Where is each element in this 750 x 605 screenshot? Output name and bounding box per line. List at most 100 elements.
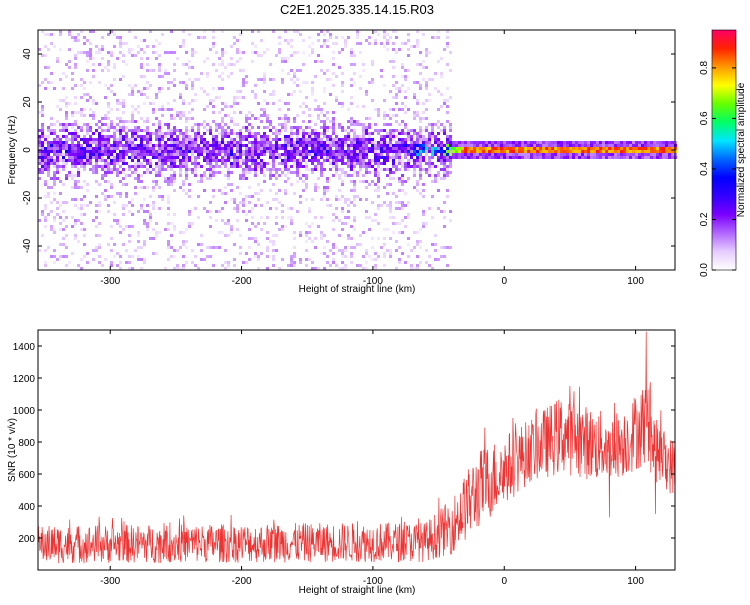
spectrogram-cell — [335, 153, 338, 156]
spectrogram-cell — [434, 150, 437, 153]
spectrogram-cell — [113, 78, 116, 81]
spectrogram-cell — [167, 102, 170, 105]
spectrogram-cell — [254, 174, 257, 177]
spectrogram-cell — [416, 162, 419, 165]
spectrogram-cell — [485, 150, 488, 153]
spectrogram-cell — [215, 171, 218, 174]
spectrogram-cell — [125, 261, 128, 264]
spectrogram-cell — [50, 201, 53, 204]
spectrogram-cell — [335, 246, 338, 249]
spectrogram-cell — [110, 108, 113, 111]
spectrogram-cell — [302, 174, 305, 177]
spectrogram-cell — [311, 48, 314, 51]
spectrogram-cell — [125, 249, 128, 252]
spectrogram-cell — [98, 183, 101, 186]
spectrogram-cell — [449, 171, 452, 174]
spectrogram-cell — [50, 210, 53, 213]
spectrogram-cell — [140, 180, 143, 183]
spectrogram-cell — [62, 153, 65, 156]
spectrogram-cell — [68, 174, 71, 177]
spectrogram-cell — [167, 198, 170, 201]
spectrogram-cell — [44, 87, 47, 90]
spectrogram-cell — [131, 147, 134, 150]
spectrogram-cell — [395, 267, 398, 270]
spectrogram-cell — [131, 267, 134, 270]
spectrogram-cell — [98, 261, 101, 264]
spectrogram-cell — [239, 156, 242, 159]
spectrogram-cell — [230, 105, 233, 108]
spectrogram-cell — [488, 153, 491, 156]
spectrogram-cell — [386, 39, 389, 42]
spectrogram-cell — [92, 117, 95, 120]
spectrogram-cell — [122, 156, 125, 159]
spectrogram-cell — [551, 150, 554, 153]
spectrogram-cell — [446, 195, 449, 198]
spectrogram-cell — [74, 222, 77, 225]
spectrogram-cell — [113, 129, 116, 132]
spectrogram-cell — [161, 159, 164, 162]
spectrogram-cell — [248, 171, 251, 174]
spectrogram-cell — [281, 228, 284, 231]
spectrogram-cell — [563, 153, 566, 156]
spectrogram-cell — [440, 141, 443, 144]
spectrogram-cell — [431, 135, 434, 138]
spectrogram-cell — [389, 36, 392, 39]
spectrogram-cell — [77, 144, 80, 147]
spectrogram-cell — [389, 90, 392, 93]
spectrogram-cell — [185, 156, 188, 159]
spectrogram-cell — [122, 126, 125, 129]
spectrogram-cell — [410, 150, 413, 153]
spectrogram-cell — [134, 162, 137, 165]
spectrogram-cell — [317, 33, 320, 36]
spectrogram-cell — [326, 138, 329, 141]
spectrogram-cell — [233, 264, 236, 267]
spectrogram-cell — [446, 144, 449, 147]
spectrogram-cell — [182, 144, 185, 147]
spectrogram-cell — [251, 237, 254, 240]
spectrogram-cell — [566, 141, 569, 144]
spectrogram-cell — [311, 132, 314, 135]
spectrogram-cell — [113, 33, 116, 36]
spectrogram-cell — [320, 168, 323, 171]
spectrogram-cell — [140, 150, 143, 153]
spectrogram-cell — [83, 87, 86, 90]
spectrogram-cell — [668, 150, 671, 153]
spectrogram-cell — [197, 129, 200, 132]
spectrogram-cell — [413, 168, 416, 171]
spectrogram-cell — [407, 129, 410, 132]
spectrogram-cell — [287, 102, 290, 105]
spectrogram-cell — [107, 63, 110, 66]
spectrogram-cell — [140, 90, 143, 93]
spectrogram-cell — [221, 231, 224, 234]
spectrogram-cell — [152, 207, 155, 210]
spectrogram-cell — [50, 42, 53, 45]
spectrogram-cell — [569, 147, 572, 150]
spectrogram-cell — [479, 153, 482, 156]
spectrogram-cell — [251, 126, 254, 129]
spectrogram-cell — [380, 138, 383, 141]
spectrogram-cell — [215, 156, 218, 159]
spectrogram-cell — [317, 147, 320, 150]
spectrogram-cell — [305, 240, 308, 243]
spectrogram-cell — [350, 225, 353, 228]
spectrogram-cell — [173, 69, 176, 72]
spectrogram-cell — [200, 135, 203, 138]
spectrogram-cell — [488, 150, 491, 153]
spectrogram-cell — [350, 48, 353, 51]
spectrogram-cell — [371, 201, 374, 204]
spectrogram-cell — [419, 138, 422, 141]
spectrogram-cell — [209, 132, 212, 135]
spectrogram-cell — [212, 36, 215, 39]
spectrogram-cell — [386, 114, 389, 117]
spectrogram-cell — [314, 147, 317, 150]
spectrogram-cell — [53, 87, 56, 90]
spectrogram-cell — [332, 144, 335, 147]
spectrogram-cell — [314, 246, 317, 249]
spectrogram-cell — [584, 156, 587, 159]
spectrogram-cell — [404, 216, 407, 219]
spectrogram-cell — [662, 150, 665, 153]
spectrogram-cell — [254, 156, 257, 159]
spectrogram-cell — [152, 156, 155, 159]
spectrogram-cell — [413, 246, 416, 249]
spectrogram-cell — [191, 117, 194, 120]
